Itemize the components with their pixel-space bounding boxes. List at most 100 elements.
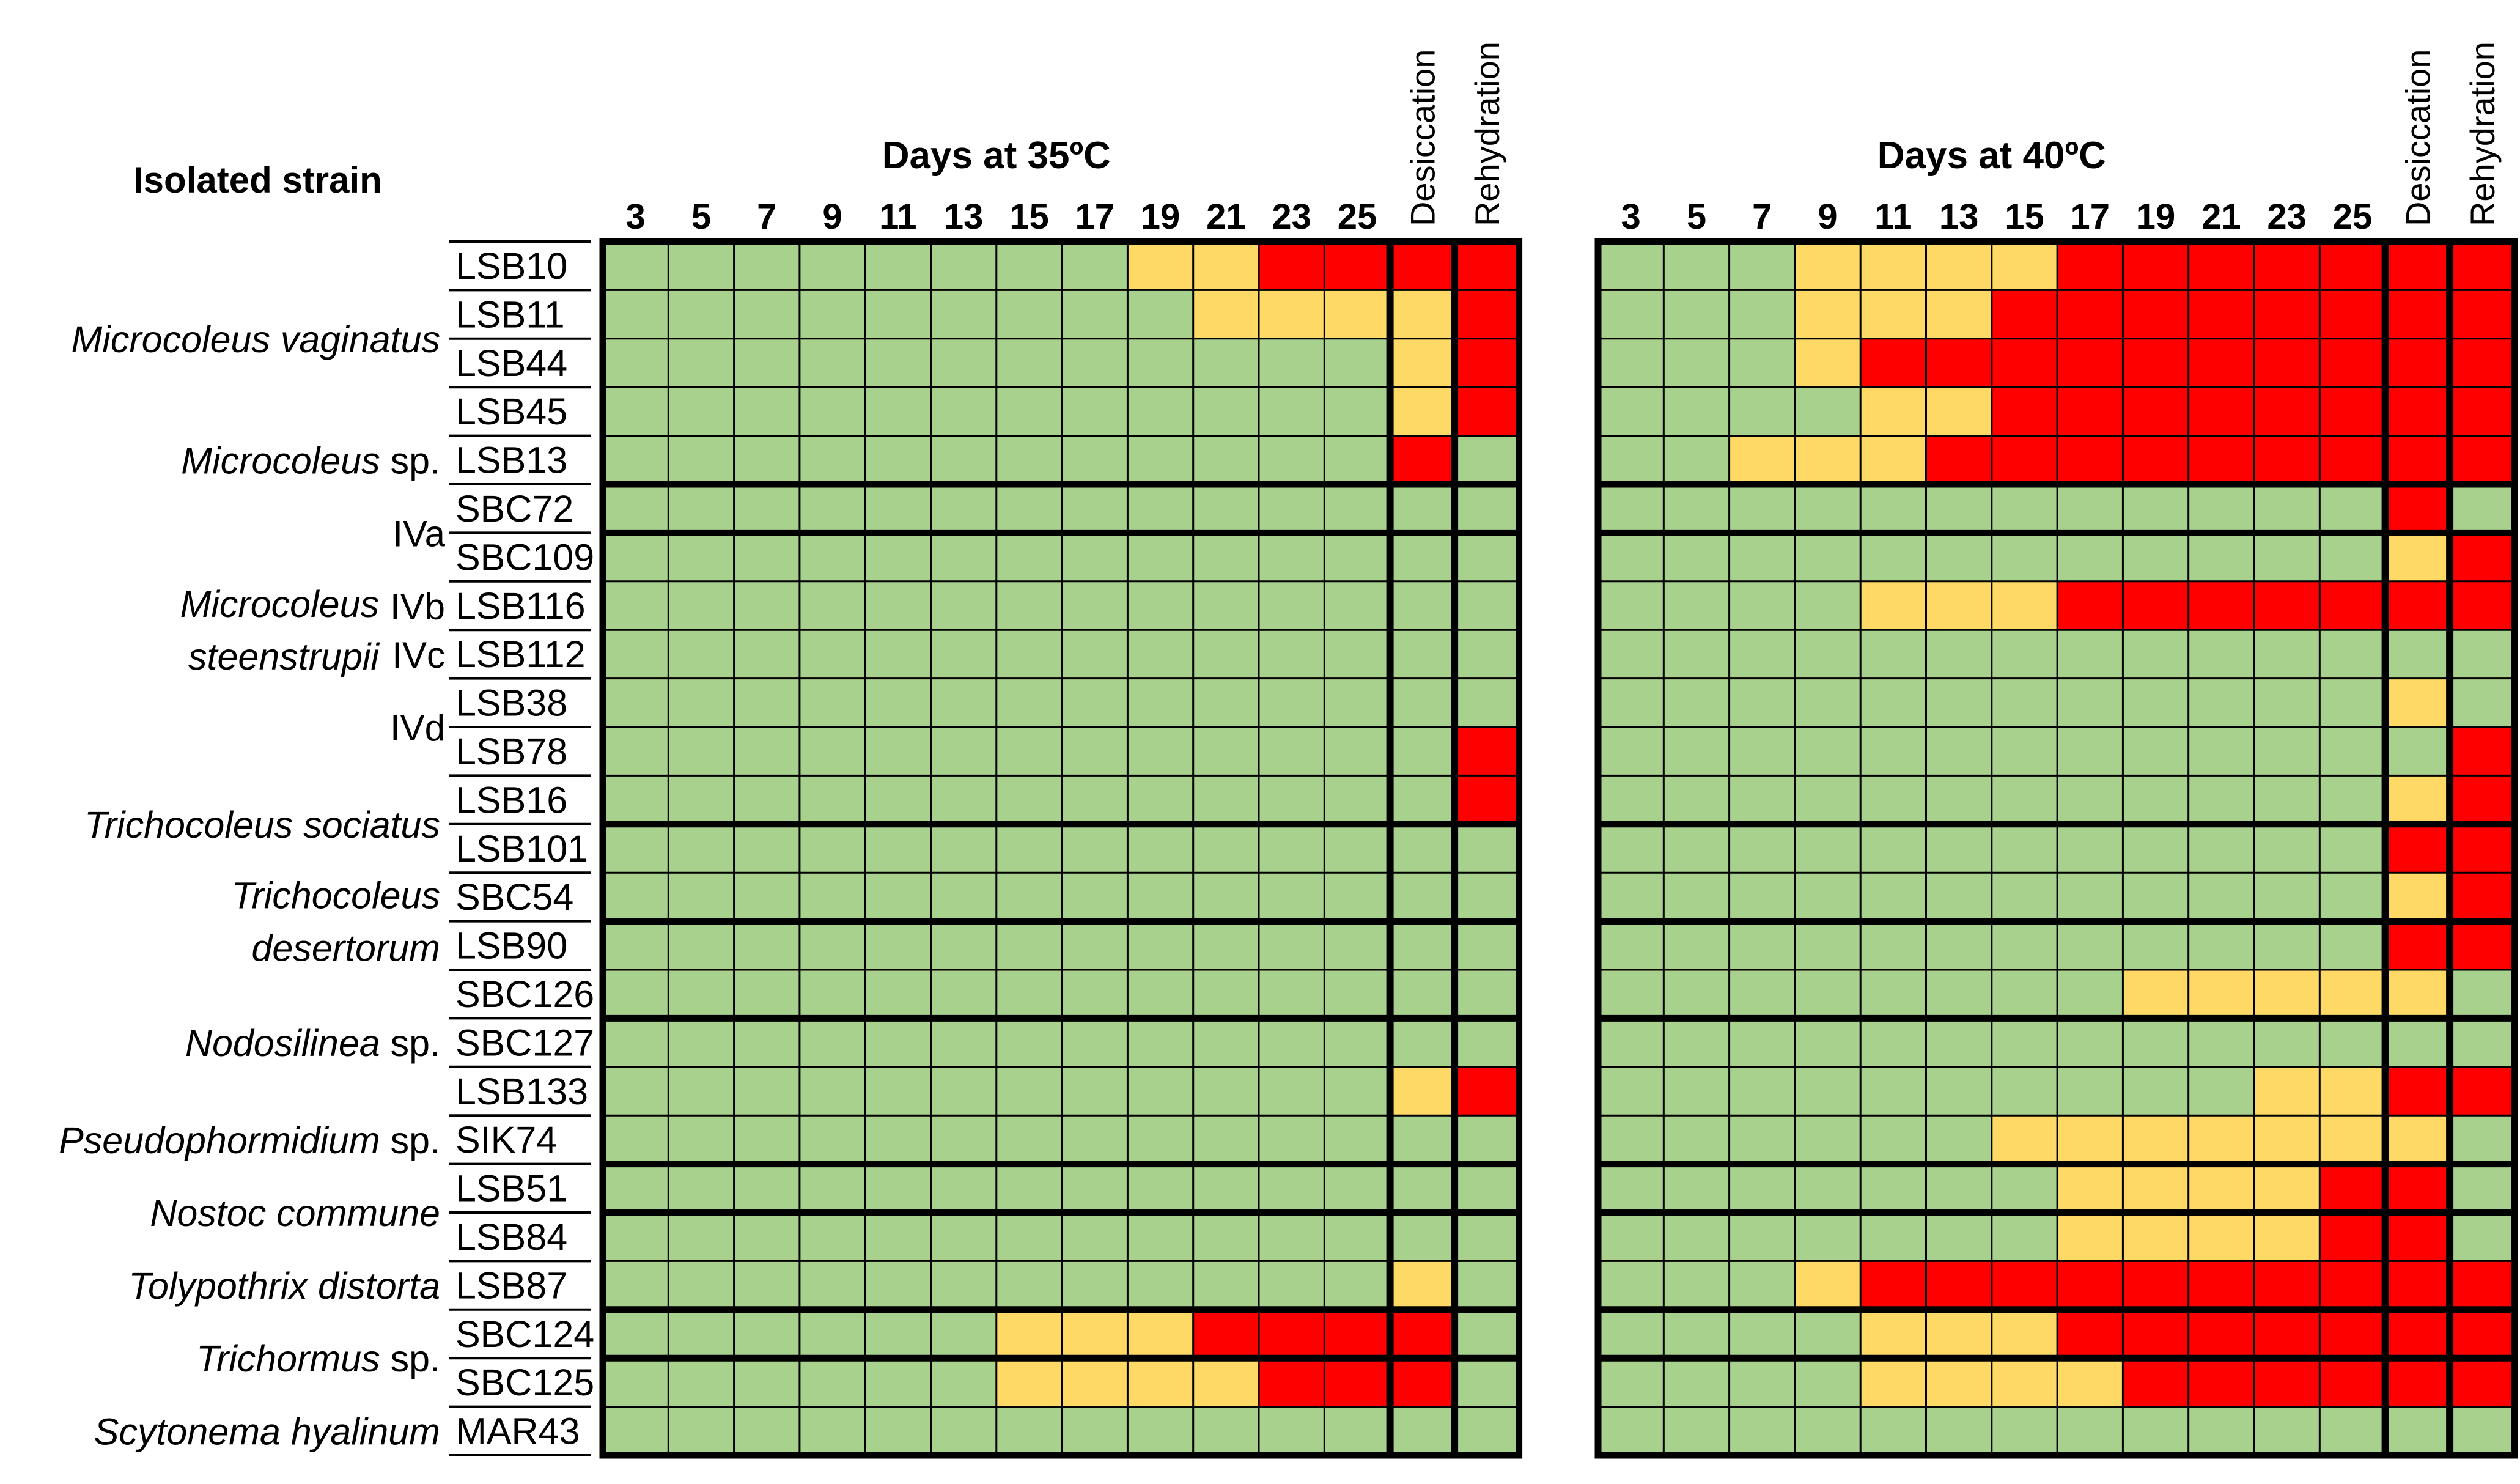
panel-2-cell-sbc127-col-3 — [1794, 1018, 1861, 1067]
species-label-microcoleus: Microcoleus — [180, 583, 379, 625]
panel-1-cell-lsb116-col-12 — [1390, 581, 1455, 630]
panel-2-cell-lsb101-col-6 — [1991, 824, 2058, 873]
panel-1-cell-sbc124-col-1 — [668, 1309, 734, 1359]
panel-2-cell-sik74-col-10 — [2254, 1115, 2320, 1164]
panel-1-cell-lsb13-col-4 — [865, 435, 931, 484]
panel-2-cell-sbc72-col-9 — [2188, 484, 2254, 533]
strain-label-lsb87: LSB87 — [455, 1264, 567, 1306]
panel-1-cell-mar43-col-10 — [1259, 1406, 1325, 1455]
panel-2-cell-lsb16-col-8 — [2123, 775, 2189, 824]
panel-1-cell-lsb11-col-4 — [865, 290, 931, 339]
panel-1-cell-lsb90-col-2 — [734, 921, 800, 970]
panel-1-cell-sbc109-col-12 — [1390, 533, 1455, 581]
strain-label-lsb116: LSB116 — [455, 585, 586, 627]
panel-1-cell-lsb10-col-9 — [1193, 242, 1259, 290]
panel-2-cell-sbc124-col-4 — [1860, 1309, 1926, 1359]
panel-2-cell-lsb116-col-0 — [1598, 581, 1664, 630]
panel-2-day-label: 7 — [1752, 197, 1772, 237]
panel-2-cell-lsb112-col-3 — [1794, 630, 1861, 679]
panel-1-cell-lsb13-col-9 — [1193, 435, 1259, 484]
panel-1-cell-lsb13-col-12 — [1390, 435, 1455, 484]
panel-2-cell-lsb13-col-0 — [1598, 435, 1664, 484]
panel-1-cell-mar43-col-12 — [1390, 1406, 1455, 1455]
panel-1-cell-lsb44-col-8 — [1127, 338, 1193, 388]
panel-2-cell-lsb116-col-13 — [2450, 581, 2514, 630]
panel-1-cell-lsb45-col-13 — [1454, 387, 1519, 436]
panel-2-cell-lsb16-col-4 — [1860, 775, 1926, 824]
panel-1-day-label: 7 — [757, 197, 776, 237]
panel-2-cell-lsb44-col-4 — [1860, 338, 1926, 388]
panel-1-cell-sbc127-col-12 — [1390, 1018, 1455, 1067]
panel-1-cell-lsb44-col-4 — [865, 338, 931, 388]
panel-2-cell-mar43-col-11 — [2319, 1406, 2386, 1455]
panel-1-cell-sbc126-col-6 — [996, 970, 1063, 1019]
panel-1-cell-sbc124-col-4 — [865, 1309, 931, 1359]
panel-2-cell-lsb84-col-8 — [2123, 1213, 2189, 1261]
species-label-trichormus: Trichormus sp. — [196, 1338, 440, 1379]
panel-1-cell-sbc124-col-0 — [603, 1309, 669, 1359]
panel-2-cell-lsb133-col-10 — [2254, 1066, 2320, 1116]
panel-1-cell-lsb13-col-1 — [668, 435, 734, 484]
strain-label-sbc126: SBC126 — [455, 973, 594, 1015]
species-label-scytonema-hyalinum: Scytonema hyalinum — [94, 1411, 440, 1452]
panel-1-cell-sbc127-col-4 — [865, 1018, 931, 1067]
panel-1-cell-sik74-col-9 — [1193, 1115, 1259, 1164]
panel-2-cell-lsb38-col-5 — [1926, 678, 1992, 727]
panel-2-cell-lsb78-col-9 — [2188, 727, 2254, 776]
panel-2-cell-sbc109-col-10 — [2254, 533, 2320, 581]
panel-1-cell-lsb78-col-2 — [734, 727, 800, 776]
panel-1-cell-lsb133-col-1 — [668, 1066, 734, 1116]
panel-1-cell-lsb101-col-11 — [1324, 824, 1390, 873]
panel-2-cell-lsb84-col-13 — [2450, 1213, 2514, 1261]
panel-2-cell-lsb133-col-4 — [1860, 1066, 1926, 1116]
panel-1-cell-lsb13-col-7 — [1062, 435, 1128, 484]
panel-1-cell-lsb51-col-4 — [865, 1164, 931, 1213]
panel-1-cell-lsb10-col-4 — [865, 242, 931, 290]
isolated-strain-header: Isolated strain — [133, 160, 382, 201]
panel-1-cell-lsb16-col-0 — [603, 775, 669, 824]
panel-2-cell-lsb90-col-0 — [1598, 921, 1664, 970]
panel-1-cell-sbc126-col-12 — [1390, 970, 1455, 1019]
panel-2-cell-lsb45-col-3 — [1794, 387, 1861, 436]
panel-2-cell-sbc126-col-13 — [2450, 970, 2514, 1019]
panel-1-cell-lsb101-col-8 — [1127, 824, 1193, 873]
panel-1-cell-lsb45-col-11 — [1324, 387, 1390, 436]
panel-2-cell-sbc109-col-12 — [2385, 533, 2450, 581]
panel-2-cell-lsb133-col-8 — [2123, 1066, 2189, 1116]
panel-2-cell-sbc109-col-1 — [1663, 533, 1730, 581]
panel-2-cell-lsb112-col-9 — [2188, 630, 2254, 679]
panel-1-cell-lsb45-col-0 — [603, 387, 669, 436]
panel-2-cell-sbc126-col-7 — [2057, 970, 2123, 1019]
panel-2-cell-lsb11-col-3 — [1794, 290, 1861, 339]
panel-2-cell-lsb101-col-10 — [2254, 824, 2320, 873]
panel-2-cell-lsb87-col-4 — [1860, 1261, 1926, 1310]
strain-label-lsb11: LSB11 — [455, 293, 565, 335]
subgroup-label-ivb: IVb — [390, 586, 445, 627]
panel-2-cell-lsb51-col-11 — [2319, 1164, 2386, 1213]
panel-2-cell-sbc126-col-4 — [1860, 970, 1926, 1019]
panel-2-cell-lsb133-col-9 — [2188, 1066, 2254, 1116]
panel-2-cell-lsb44-col-3 — [1794, 338, 1861, 388]
panel-2-cell-sbc72-col-8 — [2123, 484, 2189, 533]
panel-1-cell-sbc126-col-9 — [1193, 970, 1259, 1019]
panel-1-cell-lsb11-col-11 — [1324, 290, 1390, 339]
panel-2-cell-lsb101-col-3 — [1794, 824, 1861, 873]
panel-1-cell-lsb51-col-12 — [1390, 1164, 1455, 1213]
panel-1-cell-lsb78-col-11 — [1324, 727, 1390, 776]
panel-2-cell-sbc126-col-5 — [1926, 970, 1992, 1019]
panel-1-cell-lsb51-col-2 — [734, 1164, 800, 1213]
panel-1-cell-sbc124-col-8 — [1127, 1309, 1193, 1359]
panel-1-cell-lsb116-col-8 — [1127, 581, 1193, 630]
panel-1-cell-sbc109-col-11 — [1324, 533, 1390, 581]
panel-1-cell-sbc125-col-11 — [1324, 1358, 1390, 1407]
panel-2-cell-lsb10-col-3 — [1794, 242, 1861, 290]
panel-2-cell-lsb11-col-8 — [2123, 290, 2189, 339]
panel-2-cell-sbc125-col-9 — [2188, 1358, 2254, 1407]
panel-2-cell-mar43-col-0 — [1598, 1406, 1664, 1455]
panel-1-cell-sbc109-col-9 — [1193, 533, 1259, 581]
panel-2-cell-lsb10-col-4 — [1860, 242, 1926, 290]
panel-2-cell-sik74-col-0 — [1598, 1115, 1664, 1164]
panel-1-cell-lsb51-col-10 — [1259, 1164, 1325, 1213]
panel-1-cell-sbc125-col-13 — [1454, 1358, 1519, 1407]
panel-2-day-label: 19 — [2136, 197, 2176, 237]
